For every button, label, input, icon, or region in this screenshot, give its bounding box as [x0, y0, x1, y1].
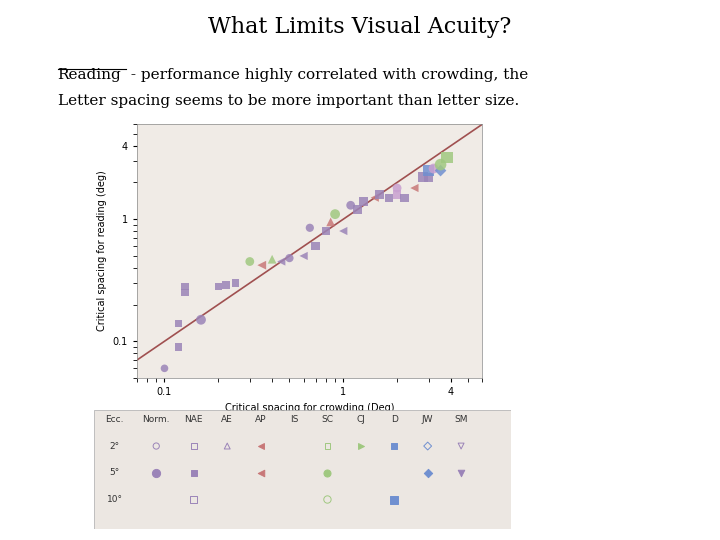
Point [374, 190, 385, 199]
Text: JW: JW [422, 415, 433, 424]
Point [409, 184, 420, 192]
Point [222, 442, 233, 450]
Point [255, 442, 266, 450]
Point [298, 252, 310, 260]
Point [195, 315, 207, 324]
Point [212, 282, 224, 291]
Point [418, 173, 429, 181]
Point [150, 469, 162, 477]
Text: AE: AE [221, 415, 233, 424]
Point [256, 261, 268, 269]
Text: 10°: 10° [107, 495, 122, 504]
Point [304, 224, 315, 232]
Point [173, 342, 184, 351]
Point [389, 442, 400, 450]
Point [255, 469, 266, 477]
Text: 2°: 2° [109, 442, 120, 450]
Point [329, 210, 341, 219]
Text: Reading: Reading [58, 68, 122, 82]
Text: SC: SC [321, 415, 333, 424]
Text: IS: IS [290, 415, 298, 424]
Text: AP: AP [255, 415, 266, 424]
Point [392, 184, 403, 192]
Point [230, 279, 241, 287]
Text: NAE: NAE [184, 415, 203, 424]
Point [435, 166, 446, 175]
Point [422, 442, 433, 450]
Point [179, 282, 191, 291]
Point [369, 193, 381, 202]
Text: - performance highly correlated with crowding, the: - performance highly correlated with cro… [126, 68, 528, 82]
Point [423, 166, 434, 175]
Point [455, 442, 467, 450]
Text: Ecc.: Ecc. [105, 415, 124, 424]
Text: D: D [391, 415, 397, 424]
Point [244, 257, 256, 266]
Point [266, 255, 278, 264]
Point [423, 173, 434, 181]
Text: Norm.: Norm. [143, 415, 170, 424]
Point [422, 469, 433, 477]
Point [392, 190, 403, 199]
Point [383, 193, 395, 202]
Point [399, 193, 410, 202]
Point [320, 227, 332, 235]
Point [276, 257, 287, 266]
Point [358, 197, 369, 206]
Text: What Limits Visual Acuity?: What Limits Visual Acuity? [208, 16, 512, 38]
Point [220, 280, 231, 289]
Point [322, 469, 333, 477]
Point [310, 242, 321, 251]
Point [322, 495, 333, 504]
Text: SM: SM [454, 415, 468, 424]
Point [325, 218, 336, 226]
Point [173, 319, 184, 328]
Point [188, 442, 199, 450]
Text: Letter spacing seems to be more important than letter size.: Letter spacing seems to be more importan… [58, 94, 519, 109]
Text: 5°: 5° [109, 468, 120, 477]
Point [345, 201, 356, 210]
Point [455, 469, 467, 477]
Point [179, 288, 191, 297]
Point [158, 364, 170, 373]
Point [389, 495, 400, 504]
Point [428, 164, 439, 173]
Point [188, 469, 199, 477]
Point [188, 495, 199, 504]
Point [284, 254, 295, 262]
Text: CJ: CJ [356, 415, 365, 424]
Point [441, 153, 453, 162]
Point [338, 227, 349, 235]
Point [322, 442, 333, 450]
Point [355, 442, 366, 450]
Point [435, 160, 446, 169]
Point [150, 442, 162, 450]
X-axis label: Critical spacing for crowding (Deg): Critical spacing for crowding (Deg) [225, 403, 395, 413]
Y-axis label: Critical spacing for reading (deg): Critical spacing for reading (deg) [97, 171, 107, 332]
Point [351, 205, 363, 214]
